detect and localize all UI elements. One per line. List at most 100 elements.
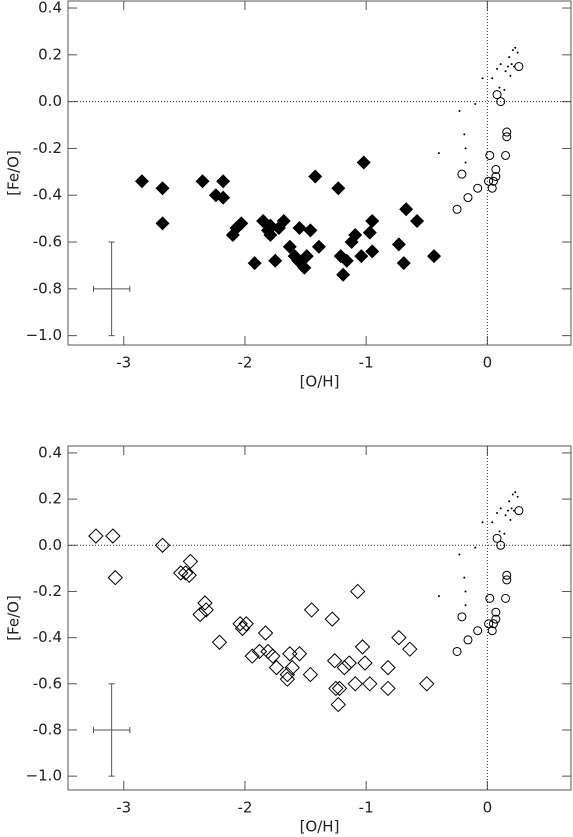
data-point: [380, 680, 396, 697]
data-point: [302, 666, 319, 683]
data-point: [177, 565, 194, 581]
data-point: [457, 169, 467, 179]
data-point: [88, 528, 104, 544]
data-point: [487, 626, 497, 636]
data-point: [487, 183, 497, 193]
y-tick-label: 0.4: [38, 0, 62, 17]
data-point: [514, 491, 517, 494]
data-point: [292, 220, 307, 235]
y-tick-label: 0.2: [38, 490, 62, 508]
data-point: [501, 150, 511, 160]
data-point: [154, 537, 171, 553]
data-point: [362, 225, 377, 240]
data-point: [464, 147, 467, 150]
data-point: [485, 150, 495, 160]
data-point: [399, 202, 414, 217]
data-point: [216, 174, 231, 189]
x-axis-title: [O/H]: [300, 373, 340, 391]
data-point: [282, 239, 297, 254]
y-tick-label: -0.4: [33, 186, 62, 204]
data-point: [362, 676, 378, 692]
data-point: [502, 132, 512, 142]
data-point: [331, 680, 348, 697]
data-point: [282, 646, 298, 662]
data-point: [155, 181, 170, 196]
y-tick-label: -0.4: [33, 628, 62, 646]
data-point: [496, 511, 499, 514]
data-point: [481, 77, 484, 80]
data-point: [284, 659, 300, 676]
data-point: [511, 493, 514, 496]
data-point: [105, 528, 121, 544]
x-tick-label: -2: [237, 354, 252, 372]
data-point: [514, 62, 524, 72]
data-point: [491, 77, 494, 80]
y-tick-label: 0.0: [38, 92, 62, 110]
data-point: [516, 495, 519, 498]
data-point: [452, 204, 462, 214]
data-point: [463, 635, 473, 645]
data-point: [232, 616, 248, 632]
y-tick-label: -0.2: [33, 139, 62, 157]
data-point: [260, 643, 276, 660]
data-point: [506, 509, 509, 512]
data-point: [427, 249, 442, 264]
data-point: [463, 193, 473, 203]
data-point: [488, 176, 498, 186]
data-point: [173, 565, 189, 581]
data-point: [501, 593, 511, 603]
data-point: [211, 634, 228, 650]
data-point: [458, 109, 461, 112]
y-tick-label: −1.0: [26, 767, 62, 785]
data-point: [347, 676, 363, 692]
data-point: [308, 169, 323, 184]
data-point: [464, 604, 467, 607]
data-point: [474, 546, 477, 549]
data-point: [488, 619, 498, 629]
data-point: [244, 648, 260, 664]
data-point: [510, 507, 513, 510]
data-point: [509, 518, 512, 521]
data-point: [410, 213, 425, 228]
data-point: [198, 602, 214, 618]
data-point: [498, 86, 501, 89]
x-tick-label: -1: [359, 799, 374, 817]
data-point: [502, 575, 512, 585]
data-point: [181, 567, 197, 583]
data-point: [402, 641, 418, 657]
data-point: [349, 583, 366, 600]
data-point: [326, 653, 343, 669]
y-tick-label: -0.8: [33, 720, 62, 738]
data-point: [354, 639, 371, 655]
data-point: [452, 646, 462, 656]
data-point: [508, 500, 511, 503]
data-point: [279, 671, 296, 687]
data-point: [437, 152, 440, 155]
data-point: [234, 216, 249, 231]
data-point: [331, 181, 346, 196]
data-point: [330, 696, 346, 713]
data-point: [299, 249, 314, 264]
x-tick-label: -3: [116, 799, 131, 817]
data-point: [357, 655, 373, 671]
data-point: [491, 521, 494, 524]
data-point: [365, 244, 380, 259]
data-point: [510, 63, 513, 66]
data-point: [268, 659, 285, 676]
y-axis-title: [Fe/O]: [5, 150, 23, 196]
y-tick-label: -0.8: [33, 279, 62, 297]
y-tick-label: 0.4: [38, 443, 62, 461]
data-point: [502, 127, 512, 137]
data-point: [263, 228, 278, 243]
x-axis-title: [O/H]: [300, 818, 340, 836]
data-point: [496, 67, 499, 70]
data-point: [303, 602, 320, 618]
data-point: [492, 533, 502, 543]
data-point: [251, 643, 268, 660]
data-point: [504, 70, 507, 73]
panel: -3 -2 -1 0 0.4 0.2 0.0 -0.2 -0.4 -0.6 -0.8 −1.0 [O/H…: [5, 0, 572, 391]
data-point: [485, 593, 495, 603]
data-point: [265, 648, 281, 664]
y-tick-label: −1.0: [26, 326, 62, 344]
